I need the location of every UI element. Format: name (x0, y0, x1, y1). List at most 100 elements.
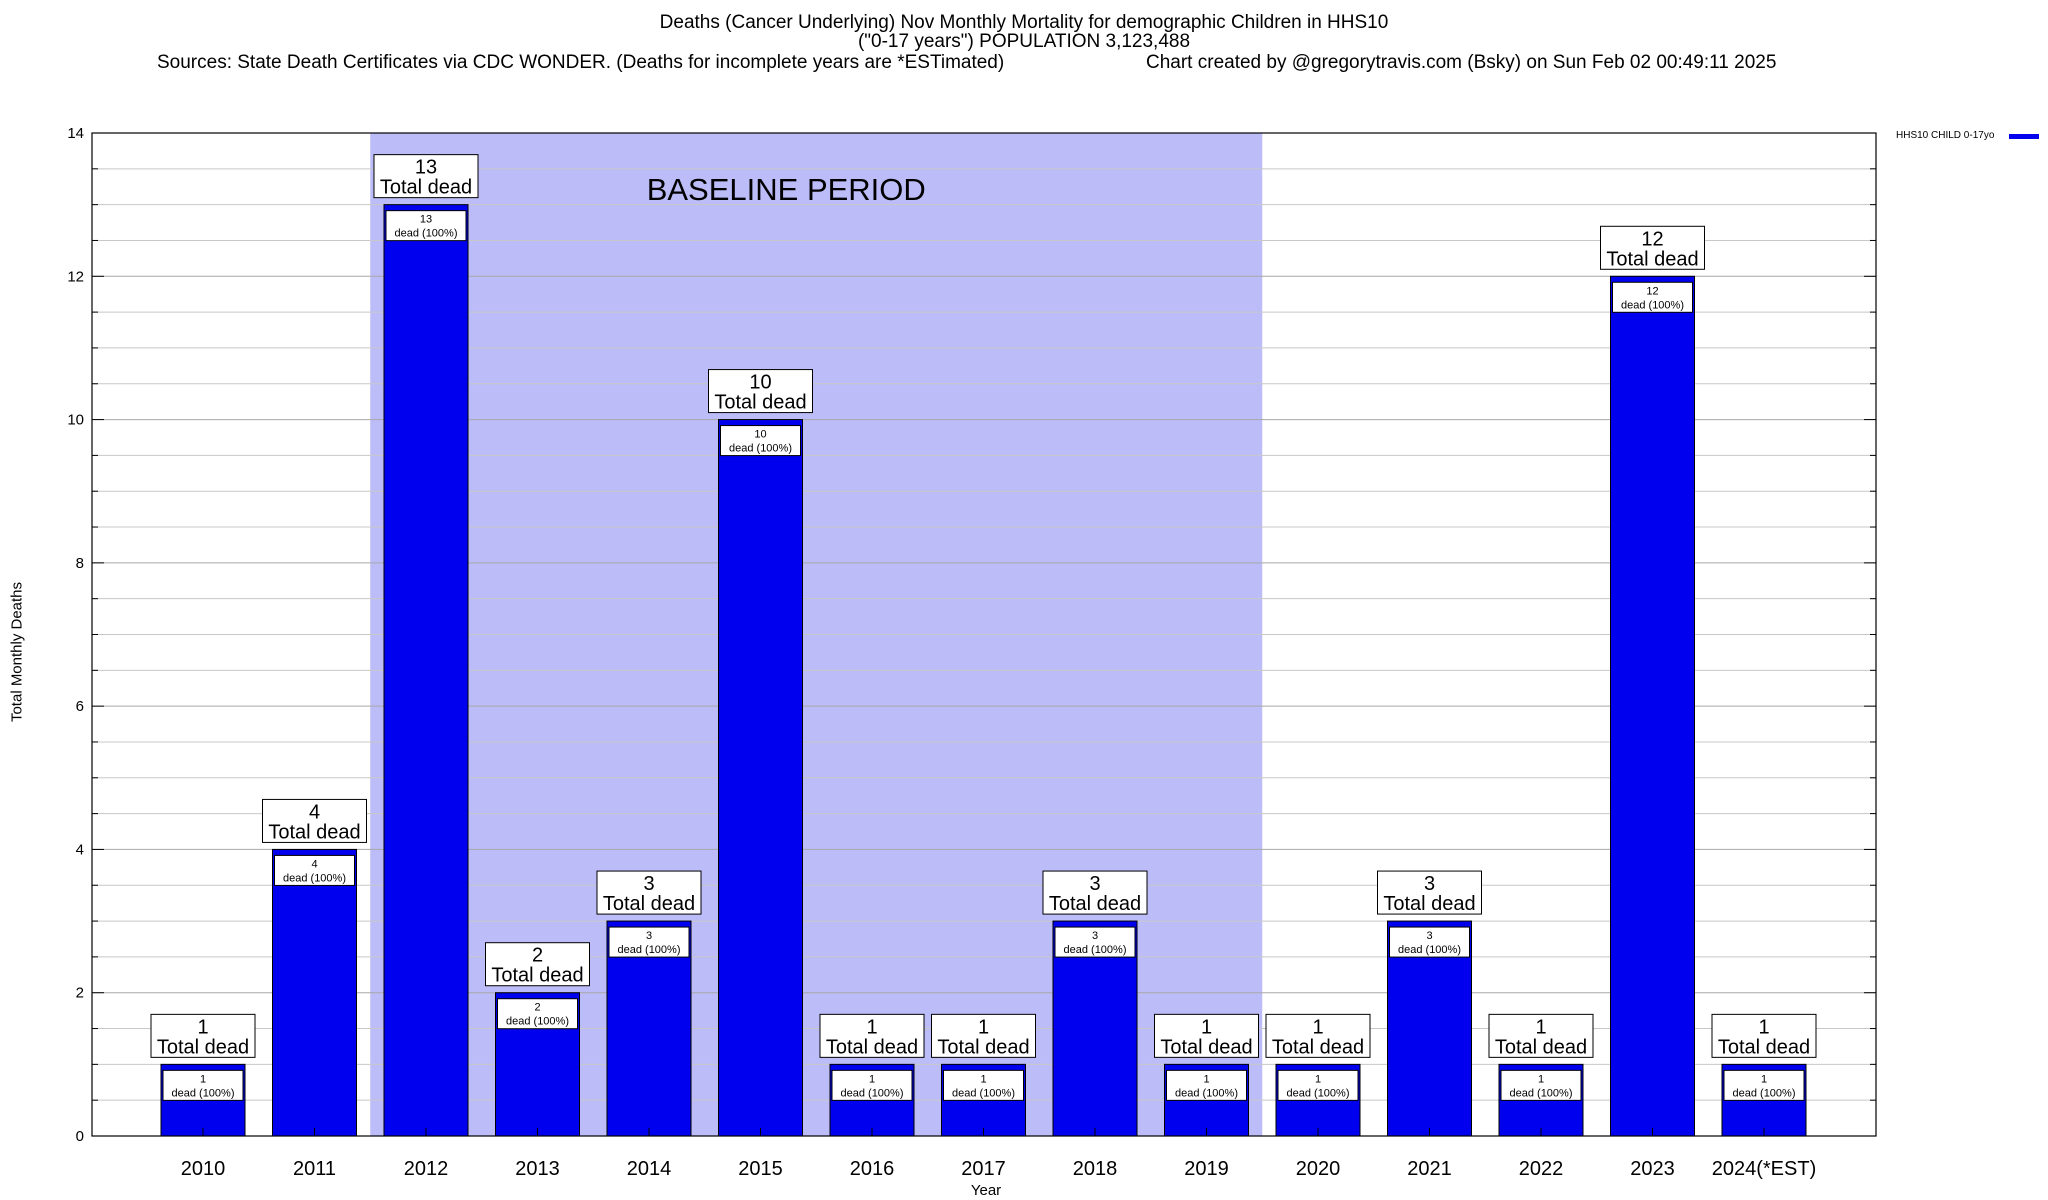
bar-inner-label: dead (100%) (841, 1087, 904, 1099)
x-tick-label: 2023 (1630, 1158, 1675, 1180)
baseline-period-label: BASELINE PERIOD (647, 172, 926, 207)
bar-inner-value: 3 (646, 930, 652, 942)
bar-top-value: 2 (532, 945, 543, 967)
bar-top-label-box (150, 1013, 256, 1058)
bar-top-value: 1 (1201, 1016, 1212, 1038)
bar-inner-label-box (1389, 926, 1470, 958)
x-tick-label: 2019 (1184, 1158, 1229, 1180)
bar-top-label-box (1154, 1013, 1259, 1058)
bar-inner-label: dead (100%) (1398, 944, 1461, 956)
bar-top-label: Total dead (1606, 248, 1698, 270)
bar (718, 419, 803, 1137)
bar-inner-label: dead (100%) (395, 228, 458, 240)
y-tick-label: 2 (76, 985, 84, 1002)
bar-inner-label: dead (100%) (952, 1087, 1015, 1099)
bar-top-value: 3 (1424, 873, 1435, 895)
chart-subtitle: ("0-17 years") POPULATION 3,123,488 (857, 31, 1191, 52)
legend-label: HHS10 CHILD 0-17yo (1896, 130, 1995, 141)
x-tick-label: 2018 (1073, 1158, 1118, 1180)
x-tick-label: 2012 (404, 1158, 449, 1180)
y-axis-label: Total Monthly Deaths (8, 581, 26, 723)
bar-inner-label-box (274, 854, 355, 886)
bar-inner-label: dead (100%) (1064, 944, 1127, 956)
bar-top-label: Total dead (1718, 1036, 1810, 1058)
bar (1610, 275, 1695, 1137)
bar-top-label: Total dead (1160, 1036, 1252, 1058)
bar-inner-label-box (1500, 1069, 1582, 1101)
bar-inner-label-box (1054, 926, 1136, 958)
bar-inner-label-box (497, 998, 578, 1030)
bar-inner-label-box (1277, 1069, 1359, 1101)
bar-top-label: Total dead (268, 821, 360, 843)
chart-credit: Chart created by @gregorytravis.com (Bsk… (1146, 52, 1777, 73)
bar-inner-label: dead (100%) (506, 1016, 569, 1028)
bar-inner-value: 1 (980, 1073, 986, 1085)
bar-inner-label: dead (100%) (283, 872, 346, 884)
bar-top-value: 1 (1758, 1016, 1769, 1038)
y-tick-label: 4 (76, 841, 84, 858)
bar-inner-label-box (1723, 1069, 1805, 1101)
x-tick-label: 2017 (961, 1158, 1006, 1180)
bar-top-value: 3 (643, 873, 654, 895)
legend-swatch (2009, 134, 2039, 139)
bar-top-label-box (596, 870, 702, 915)
x-tick-label: 2022 (1519, 1158, 1564, 1180)
chart-title: Deaths (Cancer Underlying) Nov Monthly M… (659, 12, 1389, 33)
plot-frame (91, 132, 1877, 1137)
bar-top-value: 1 (866, 1016, 877, 1038)
bar-inner-value: 1 (869, 1073, 875, 1085)
x-tick-label: 2021 (1407, 1158, 1452, 1180)
bar-top-label: Total dead (826, 1036, 918, 1058)
x-tick-label: 2024(*EST) (1712, 1158, 1817, 1180)
bar-inner-label: dead (100%) (729, 443, 792, 455)
bar-inner-value: 1 (1203, 1073, 1209, 1085)
bar-top-value: 4 (309, 801, 320, 823)
bar-top-label-box (1377, 870, 1482, 915)
bar-inner-label-box (608, 926, 690, 958)
bar-top-label: Total dead (157, 1036, 249, 1058)
bar-top-value: 1 (197, 1016, 208, 1038)
bar-inner-label-box (1166, 1069, 1247, 1101)
bar-top-label: Total dead (1383, 893, 1475, 915)
bar-top-value: 10 (749, 372, 771, 394)
bar-top-label-box (373, 154, 479, 199)
bar-top-value: 3 (1089, 873, 1100, 895)
x-tick-label: 2016 (850, 1158, 895, 1180)
bar-inner-value: 1 (1761, 1073, 1767, 1085)
bar-top-label-box (708, 369, 813, 414)
bar-top-label: Total dead (491, 965, 583, 987)
bar-inner-value: 10 (754, 429, 766, 441)
bar-top-value: 1 (1535, 1016, 1546, 1038)
bar-inner-label-box (943, 1069, 1024, 1101)
bar-inner-label-box (720, 425, 801, 457)
bar-inner-label: dead (100%) (1621, 299, 1684, 311)
bar-inner-label: dead (100%) (1510, 1087, 1573, 1099)
bar-top-label-box (1042, 870, 1148, 915)
bar-top-value: 12 (1641, 228, 1663, 250)
y-tick-label: 6 (76, 698, 84, 715)
bar-inner-value: 2 (534, 1002, 540, 1014)
bar-inner-value: 3 (1426, 930, 1432, 942)
bar-top-label: Total dead (603, 893, 695, 915)
bar-top-label-box (931, 1013, 1036, 1058)
bar-inner-label: dead (100%) (1175, 1087, 1238, 1099)
x-tick-label: 2013 (515, 1158, 560, 1180)
bar-inner-value: 13 (420, 214, 432, 226)
bar-inner-label: dead (100%) (618, 944, 681, 956)
bar-inner-label-box (831, 1069, 913, 1101)
bar-inner-label: dead (100%) (1287, 1087, 1350, 1099)
bar-top-label: Total dead (937, 1036, 1029, 1058)
bar-top-label-box (262, 798, 367, 843)
x-tick-label: 2010 (181, 1158, 226, 1180)
bar (272, 848, 357, 1137)
bar-inner-value: 1 (200, 1073, 206, 1085)
bar-inner-label: dead (100%) (172, 1087, 235, 1099)
bar-top-value: 1 (978, 1016, 989, 1038)
y-tick-label: 14 (67, 125, 84, 142)
x-tick-label: 2015 (738, 1158, 783, 1180)
bar-top-label: Total dead (380, 177, 472, 199)
chart-sources: Sources: State Death Certificates via CD… (157, 52, 1005, 73)
bar-top-label-box (485, 942, 590, 987)
bar-inner-label-box (162, 1069, 244, 1101)
